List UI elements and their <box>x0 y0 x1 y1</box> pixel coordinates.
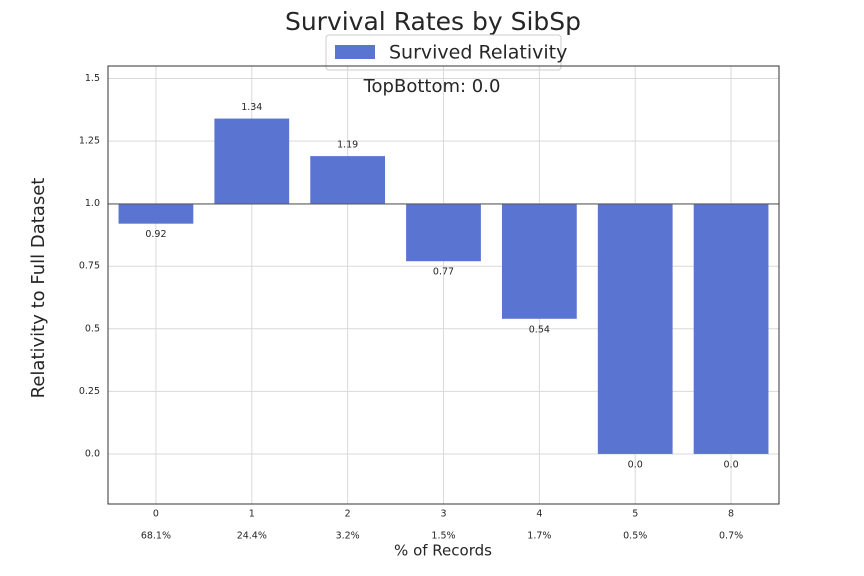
legend-label: Survived Relativity <box>389 42 567 64</box>
bar <box>310 156 386 204</box>
bar <box>406 203 481 262</box>
legend: Survived Relativity <box>325 34 567 71</box>
y-axis: 0.0 0.25 0.5 0.75 1.0 1.25 1.5 <box>79 73 100 459</box>
x-axis-label: % of Records <box>394 542 492 560</box>
y-axis-label: Relativity to Full Dataset <box>28 178 49 399</box>
bar-value-label: 0.0 <box>628 459 643 470</box>
bar-value-label: 1.19 <box>337 140 358 151</box>
bar <box>693 203 769 454</box>
plot-frame <box>107 65 780 505</box>
x-tick-label: 2 <box>345 509 351 520</box>
x-tick-label: 1 <box>249 509 255 520</box>
legend-swatch <box>335 45 375 59</box>
bar-value-label: 1.34 <box>241 102 262 113</box>
bar <box>501 203 577 319</box>
bar <box>214 118 290 204</box>
record-pct-label: 1.5% <box>431 531 455 542</box>
y-tick-label: 0.25 <box>79 386 100 397</box>
record-pct-label: 24.4% <box>237 531 267 542</box>
bar-value-label: 0.92 <box>145 229 166 240</box>
x-tick-label: 5 <box>632 509 638 520</box>
bar-value-label: 0.0 <box>724 459 739 470</box>
y-tick-label: 1.25 <box>79 136 100 147</box>
y-tick-label: 0.75 <box>79 261 100 272</box>
record-pct-label: 0.5% <box>623 531 647 542</box>
y-tick-label: 1.5 <box>85 73 100 84</box>
data-labels: 0.92 1.34 1.19 0.77 0.54 0.0 0.0 <box>145 102 738 470</box>
x-tick-label: 8 <box>728 509 734 520</box>
x-axis: 0 68.1% 1 24.4% 2 3.2% 3 1.5% 4 1.7% 5 0.5% 8 0.7% <box>141 509 743 542</box>
y-tick-label: 0.5 <box>85 323 100 334</box>
chart-title: Survival Rates by SibSp <box>285 7 581 36</box>
grid <box>108 66 779 504</box>
bar-value-label: 0.54 <box>529 324 550 335</box>
bar-value-label: 0.77 <box>433 267 454 278</box>
x-tick-label: 0 <box>153 509 159 520</box>
record-pct-label: 68.1% <box>141 531 171 542</box>
bar <box>118 203 194 224</box>
record-pct-label: 1.7% <box>527 531 551 542</box>
x-tick-label: 4 <box>536 509 542 520</box>
record-pct-label: 3.2% <box>336 531 360 542</box>
x-tick-label: 3 <box>440 509 446 520</box>
annotation-text: TopBottom: 0.0 <box>363 76 501 97</box>
record-pct-label: 0.7% <box>719 531 743 542</box>
y-tick-label: 0.0 <box>85 448 100 459</box>
bar <box>597 203 673 454</box>
bars <box>118 118 769 454</box>
y-tick-label: 1.0 <box>85 198 100 209</box>
